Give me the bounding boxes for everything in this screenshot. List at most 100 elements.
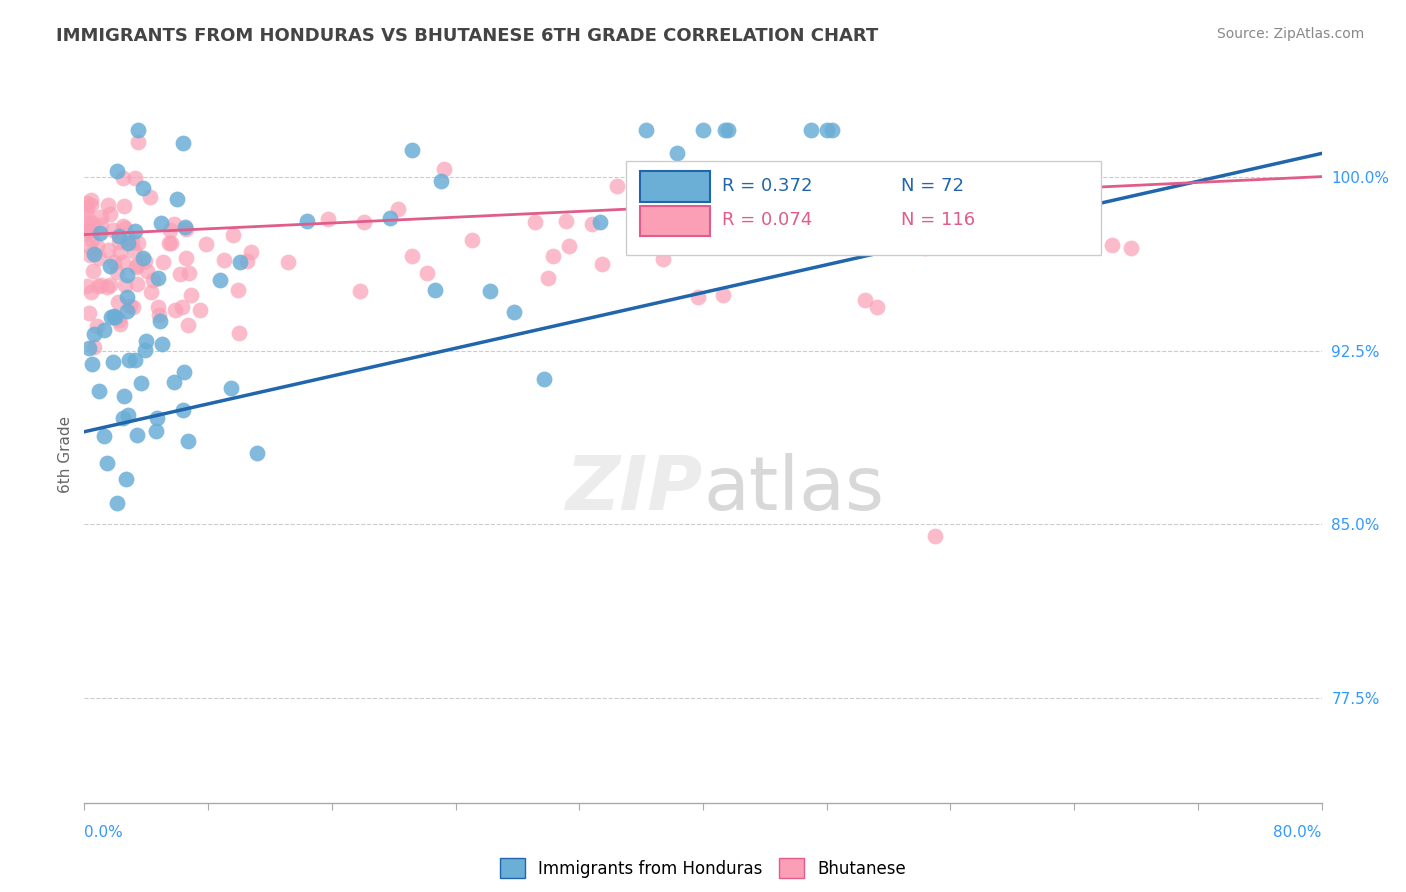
Point xyxy=(316,212,339,227)
Point xyxy=(108,317,131,331)
Point xyxy=(79,248,101,262)
Point xyxy=(87,278,110,293)
Point xyxy=(589,215,612,229)
Point xyxy=(1025,236,1047,251)
Point xyxy=(132,251,155,265)
Point xyxy=(124,171,146,186)
Point xyxy=(127,277,149,292)
Point xyxy=(117,409,139,423)
Point xyxy=(606,178,628,193)
Point xyxy=(914,241,936,255)
Point xyxy=(416,266,439,280)
Point xyxy=(97,198,120,212)
Legend: Immigrants from Honduras, Bhutanese: Immigrants from Honduras, Bhutanese xyxy=(494,851,912,885)
Point xyxy=(93,323,115,337)
Point xyxy=(93,429,115,443)
Point xyxy=(87,251,110,265)
Point xyxy=(114,472,136,486)
Point xyxy=(79,239,101,253)
Point xyxy=(125,428,148,442)
Point xyxy=(112,199,135,213)
Point xyxy=(166,192,188,206)
Point xyxy=(79,285,101,300)
Point xyxy=(79,221,101,235)
Point xyxy=(107,235,129,249)
Point xyxy=(378,211,401,226)
Point xyxy=(148,308,170,322)
Point xyxy=(423,283,446,297)
Point xyxy=(108,229,131,244)
Text: R = 0.074: R = 0.074 xyxy=(721,211,811,229)
Text: 80.0%: 80.0% xyxy=(1274,825,1322,840)
Point xyxy=(79,224,101,238)
Point xyxy=(127,258,149,272)
Point xyxy=(105,495,128,509)
Point xyxy=(76,195,98,210)
Point xyxy=(651,252,673,267)
Point xyxy=(89,384,111,398)
Point xyxy=(1101,237,1123,252)
Point xyxy=(176,251,198,265)
Point xyxy=(107,294,129,309)
Point xyxy=(142,273,165,287)
Point xyxy=(118,352,141,367)
Point xyxy=(103,223,125,237)
Point xyxy=(103,310,125,324)
Point xyxy=(124,224,146,238)
Point xyxy=(177,266,200,280)
Point xyxy=(430,174,453,188)
Point xyxy=(98,207,121,221)
Point xyxy=(172,402,194,417)
Point xyxy=(141,285,163,299)
Point xyxy=(353,214,375,228)
Point xyxy=(212,252,235,267)
Point xyxy=(90,219,112,233)
Point xyxy=(924,529,946,543)
Point xyxy=(79,193,101,207)
Text: IMMIGRANTS FROM HONDURAS VS BHUTANESE 6TH GRADE CORRELATION CHART: IMMIGRANTS FROM HONDURAS VS BHUTANESE 6T… xyxy=(56,27,879,45)
Point xyxy=(222,228,245,243)
Point xyxy=(115,304,138,318)
Point xyxy=(239,244,262,259)
Point xyxy=(236,254,259,268)
Point xyxy=(107,313,129,327)
Point xyxy=(86,319,108,334)
Point xyxy=(165,303,187,318)
Point xyxy=(135,263,157,277)
Point xyxy=(146,300,169,314)
Point xyxy=(114,221,136,235)
Point xyxy=(163,217,186,231)
Point xyxy=(83,247,105,261)
Point xyxy=(976,224,998,238)
Point xyxy=(122,244,145,259)
Point xyxy=(169,267,191,281)
Point xyxy=(672,192,695,206)
Point xyxy=(159,235,181,250)
Point xyxy=(89,226,111,240)
Text: N = 72: N = 72 xyxy=(901,177,965,194)
Point xyxy=(821,123,844,137)
Point xyxy=(150,336,173,351)
Point xyxy=(558,239,581,253)
Point xyxy=(76,202,98,216)
Point xyxy=(97,244,120,258)
Point xyxy=(82,216,104,230)
Point xyxy=(976,195,998,210)
Point xyxy=(661,237,683,252)
Point xyxy=(127,135,149,149)
Point xyxy=(127,235,149,250)
Text: atlas: atlas xyxy=(703,453,884,526)
Point xyxy=(134,254,156,268)
Point xyxy=(228,326,250,341)
Point xyxy=(134,343,156,357)
Point xyxy=(111,171,134,186)
Point xyxy=(152,255,174,269)
Point xyxy=(121,300,143,314)
FancyBboxPatch shape xyxy=(640,206,710,236)
Point xyxy=(541,248,564,262)
Point xyxy=(86,239,108,253)
Point xyxy=(524,215,547,229)
Point xyxy=(112,219,135,233)
Point xyxy=(103,310,125,325)
Point xyxy=(533,372,555,386)
